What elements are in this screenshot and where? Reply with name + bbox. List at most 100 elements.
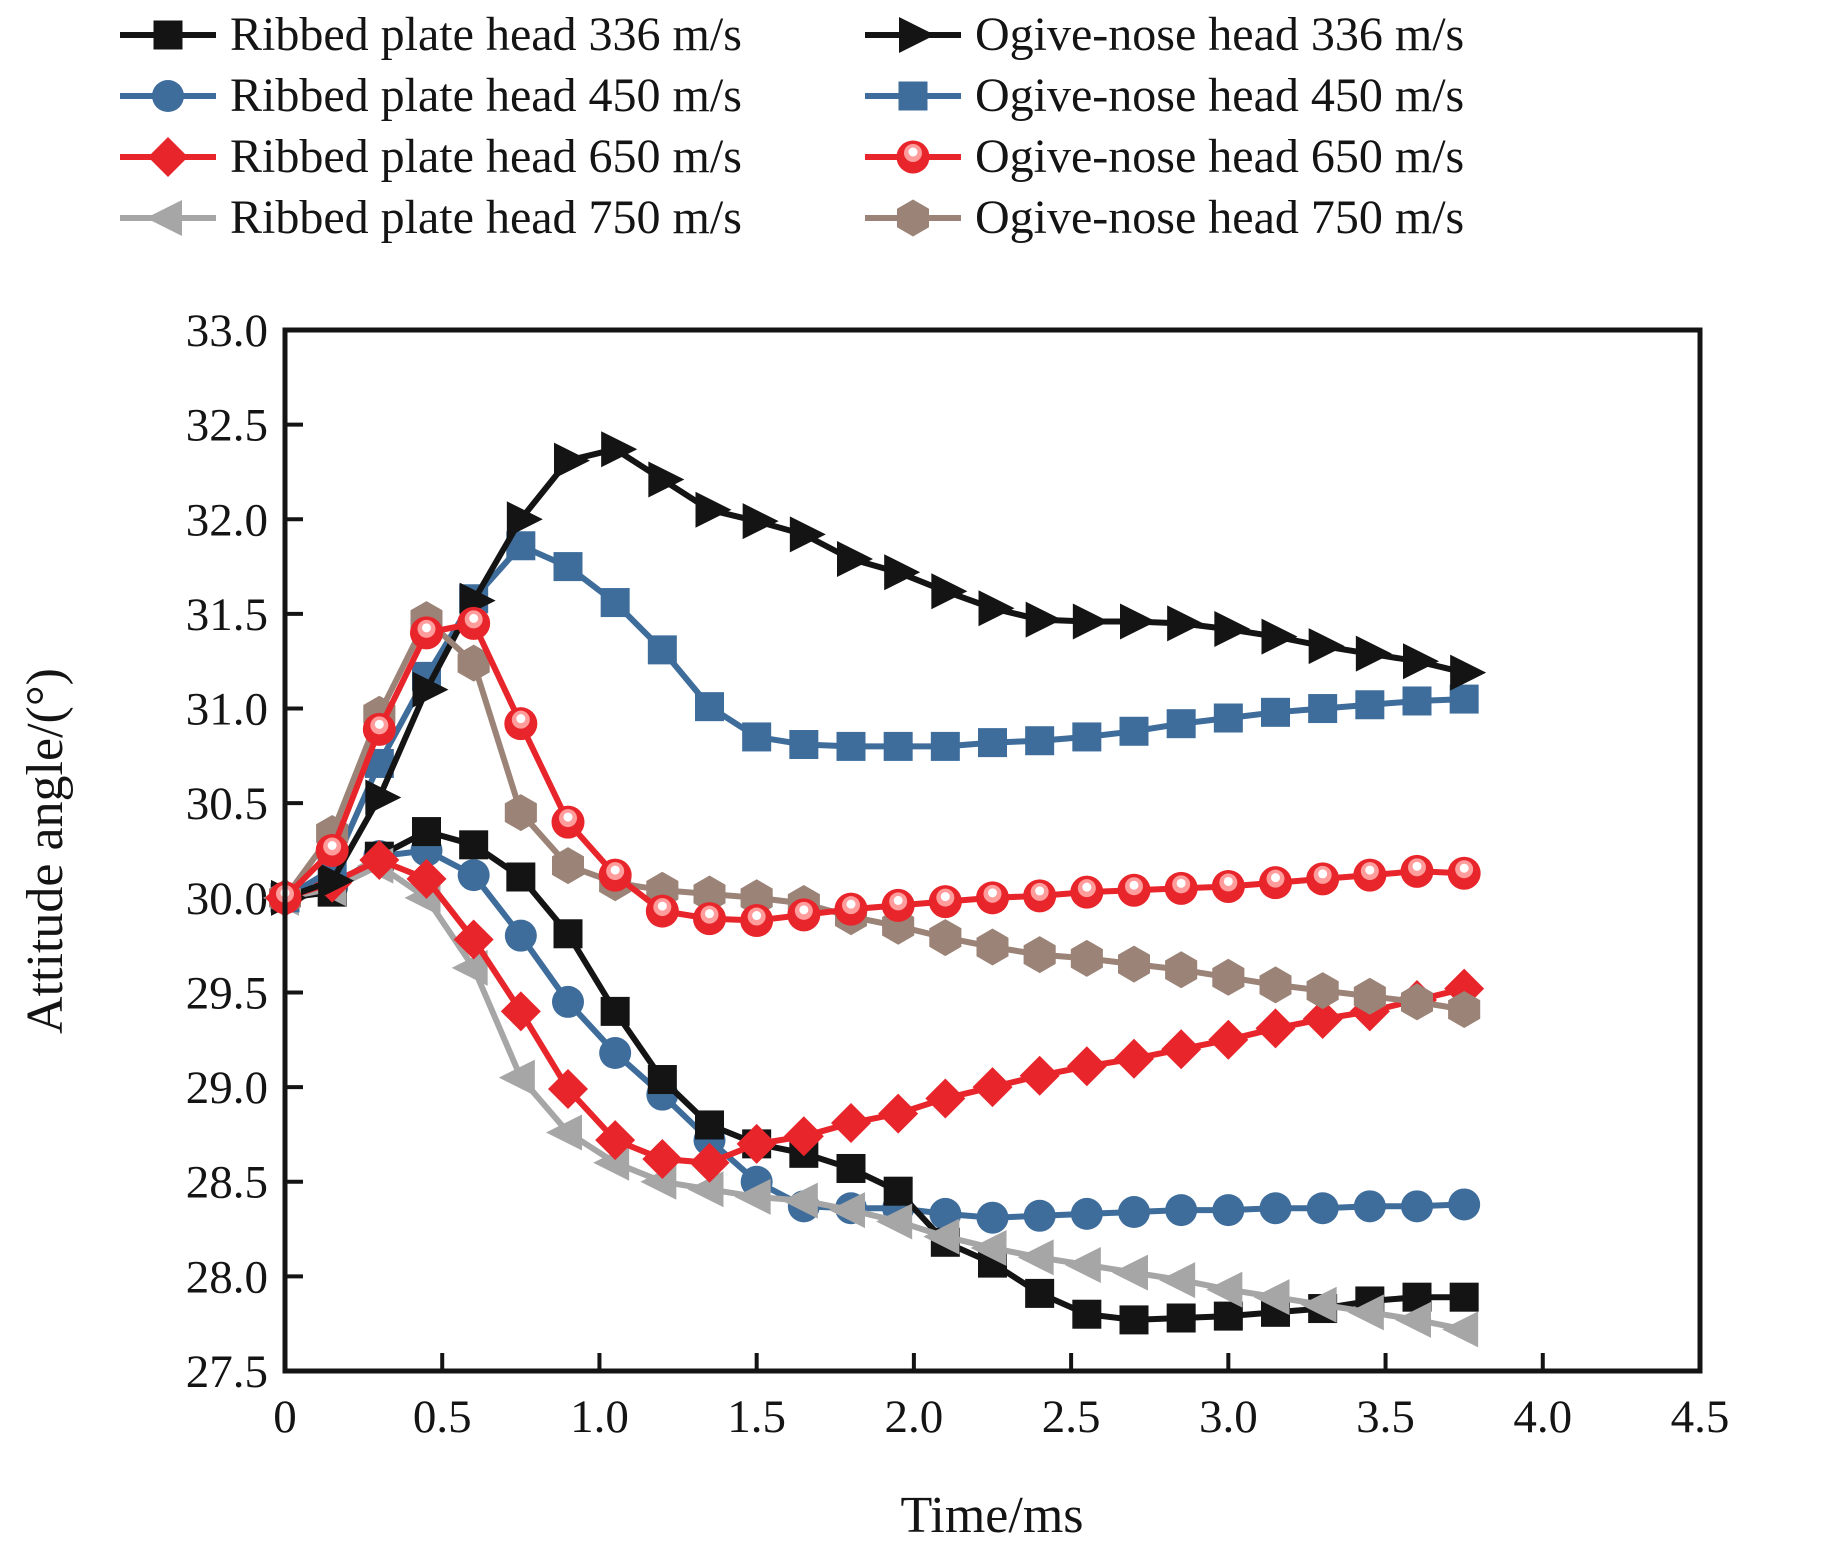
circle-marker-icon [1306, 1192, 1339, 1225]
square-marker-icon [412, 817, 441, 847]
diamond-marker-icon [500, 991, 541, 1032]
square-marker-icon [883, 1176, 913, 1206]
square-marker-icon [1213, 1301, 1243, 1331]
circle-marker-icon [1259, 1192, 1292, 1225]
diamond-marker-icon [548, 1068, 588, 1109]
x-tick-label: 3.0 [1199, 1391, 1258, 1443]
y-tick-label: 29.5 [186, 967, 268, 1019]
square-marker-icon [553, 919, 583, 949]
series-markers-ogive-nose-head-336-m-s [271, 431, 1487, 916]
ball-marker-icon [315, 834, 349, 867]
hexagon-marker-icon [1401, 983, 1433, 1021]
square-marker-icon [1355, 690, 1385, 720]
legend-label: Ribbed plate head 336 m/s [230, 7, 742, 61]
legend-square-glyph [120, 20, 216, 49]
square-marker-icon [647, 635, 677, 665]
x-tick-label: 0 [273, 1391, 297, 1443]
y-tick-label: 32.0 [186, 494, 268, 546]
legend-label: Ribbed plate head 750 m/s [230, 190, 742, 244]
y-tick-label: 30.5 [186, 778, 268, 830]
square-marker-icon [742, 722, 772, 752]
hexagon-marker-icon [1353, 977, 1386, 1015]
triangle-right-marker-icon [837, 541, 873, 578]
diamond-marker-icon [406, 858, 447, 899]
square-marker-icon [1166, 709, 1196, 739]
hexagon-marker-icon [1212, 958, 1245, 996]
triangle-right-marker-icon [931, 573, 968, 610]
x-tick-label: 4.5 [1671, 1391, 1730, 1443]
ball-marker-icon [598, 858, 632, 892]
x-tick-label: 1.0 [570, 1391, 629, 1443]
series-ogive-nose-head-750-m-s [269, 601, 1481, 1028]
ball-marker-icon [1306, 862, 1340, 896]
y-tick-label: 31.0 [186, 684, 268, 736]
ball-marker-icon [1400, 854, 1434, 888]
x-axis-title: Time/ms [900, 1487, 1083, 1544]
square-marker-icon [1119, 1305, 1149, 1335]
triangle-right-marker-icon [742, 503, 779, 540]
triangle-left-marker-icon [1206, 1271, 1243, 1308]
legend-ball-glyph [865, 140, 961, 173]
legend-label: Ribbed plate head 650 m/s [230, 129, 742, 183]
triangle-left-marker-icon [1017, 1239, 1054, 1276]
triangle-left-marker-icon [1064, 1247, 1101, 1284]
square-marker-icon [836, 731, 866, 761]
x-tick-label: 0.5 [413, 1391, 472, 1443]
ball-marker-icon [1117, 873, 1151, 907]
circle-marker-icon [1212, 1194, 1245, 1227]
hexagon-marker-icon [693, 875, 726, 913]
y-axis-title: Attitude angle/(°) [17, 668, 74, 1034]
legend-label: Ogive-nose head 450 m/s [975, 68, 1465, 122]
triangle-right-marker-icon [1355, 635, 1392, 672]
ball-marker-icon [551, 805, 585, 839]
y-tick-label: 27.5 [186, 1346, 268, 1398]
triangle-right-marker-icon [1308, 628, 1345, 665]
legend-label: Ribbed plate head 450 m/s [230, 68, 742, 122]
circle-marker-icon [152, 79, 184, 112]
triangle-left-marker-icon [734, 1178, 771, 1215]
diamond-marker-icon [1255, 1008, 1296, 1049]
triangle-left-marker-icon [1159, 1262, 1196, 1299]
ball-marker-icon [1211, 869, 1245, 903]
hexagon-marker-icon [1070, 939, 1103, 977]
square-marker-icon [1402, 686, 1432, 716]
square-marker-icon [930, 731, 960, 761]
triangle-right-marker-icon [1072, 603, 1109, 640]
triangle-right-marker-icon [1261, 618, 1298, 655]
series-ribbed-plate-head-336-m-s [270, 817, 1479, 1335]
ball-marker-icon [1070, 875, 1104, 909]
ball-marker-icon [881, 888, 915, 922]
triangle-right-marker-icon [1214, 611, 1251, 648]
triangle-right-marker-icon [1025, 601, 1062, 638]
series-markers-ribbed-plate-head-650-m-s [265, 839, 1485, 1183]
hexagon-marker-icon [929, 919, 962, 957]
x-tick-label: 3.5 [1356, 1391, 1415, 1443]
legend-label: Ogive-nose head 336 m/s [975, 7, 1465, 61]
triangle-right-marker-icon [978, 590, 1015, 627]
series-markers-ogive-nose-head-650-m-s [268, 606, 1481, 938]
x-axis-ticks: 0 0.5 1.0 1.5 2.0 2.5 3.0 3.5 4.0 4.5 [273, 1353, 1729, 1443]
triangle-right-marker-icon [554, 442, 590, 479]
ball-marker-icon [834, 892, 868, 926]
square-marker-icon [1449, 684, 1479, 714]
square-marker-icon [459, 830, 489, 860]
triangle-right-marker-icon [365, 779, 402, 816]
series-markers-ribbed-plate-head-336-m-s [270, 817, 1479, 1335]
triangle-right-marker-icon [884, 554, 921, 591]
ball-marker-icon [457, 606, 491, 640]
square-marker-icon [1166, 1303, 1196, 1333]
circle-marker-icon [1165, 1194, 1198, 1227]
y-tick-label: 33.0 [186, 305, 268, 357]
series-ribbed-plate-head-450-m-s [269, 834, 1481, 1234]
ball-marker-icon [1259, 866, 1292, 900]
y-tick-label: 32.5 [186, 400, 268, 452]
y-tick-label: 30.0 [186, 873, 268, 925]
triangle-right-marker-icon [506, 501, 543, 538]
series-ribbed-plate-head-650-m-s [265, 839, 1485, 1183]
triangle-left-marker-icon [1112, 1254, 1148, 1291]
ball-marker-icon [740, 904, 774, 938]
circle-marker-icon [1118, 1196, 1150, 1229]
chart-legend: Ribbed plate head 336 m/s Ogive-nose head… [118, 4, 1464, 248]
x-tick-label: 4.0 [1513, 1391, 1572, 1443]
